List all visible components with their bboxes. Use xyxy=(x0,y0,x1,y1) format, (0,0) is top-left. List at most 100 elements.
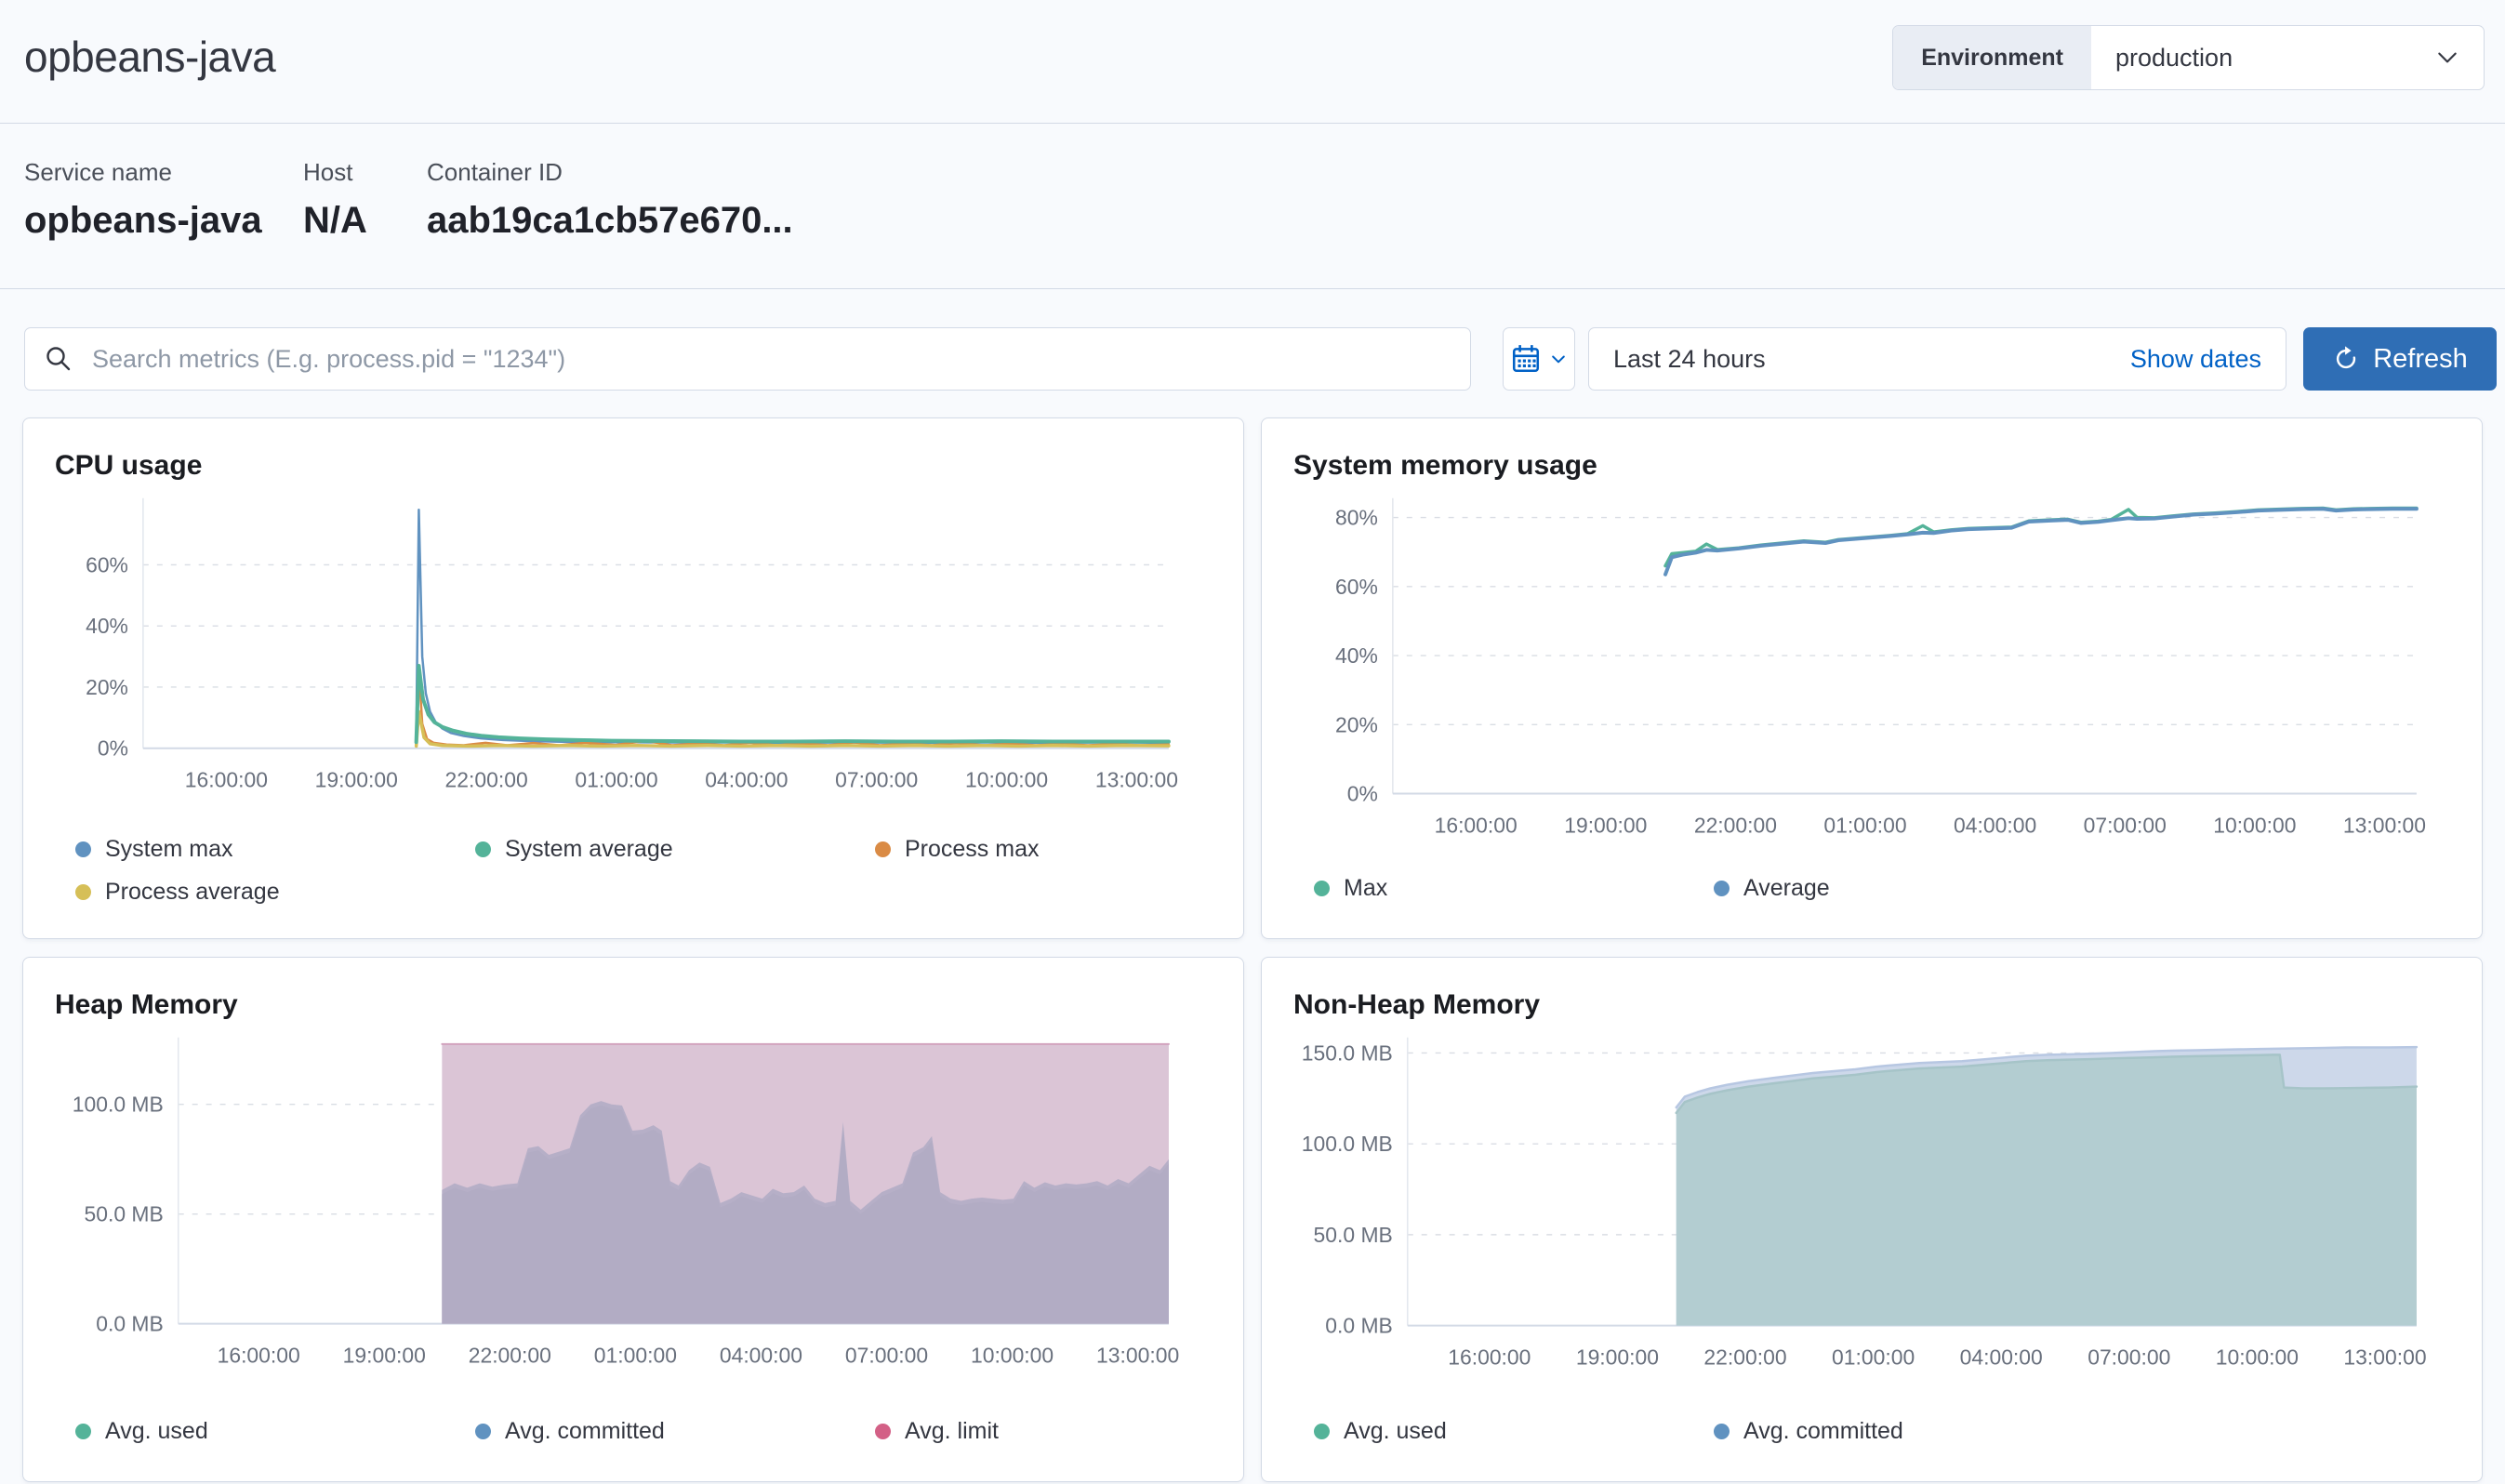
show-dates-link[interactable]: Show dates xyxy=(2129,344,2261,373)
legend-label: Avg. committed xyxy=(505,1417,665,1444)
legend-label: System average xyxy=(505,835,673,862)
system-memory-panel: System memory usage 0% 20% 40% 60% 80% 16:00:… xyxy=(1261,417,2483,939)
x-axis-tick-label: 07:00:00 xyxy=(2084,813,2167,837)
container-id-label: Container ID xyxy=(427,158,563,186)
date-picker-button[interactable] xyxy=(1503,327,1575,391)
legend-item[interactable]: Average xyxy=(1714,867,2114,909)
x-axis-tick-label: 16:00:00 xyxy=(1435,813,1518,837)
x-axis-tick-label: 10:00:00 xyxy=(965,768,1048,792)
y-axis-tick-label: 0% xyxy=(1347,782,1378,806)
x-axis-tick-label: 19:00:00 xyxy=(1576,1345,1659,1369)
metrics-search-box[interactable] xyxy=(24,327,1471,391)
cpu-usage-panel: CPU usage 0% 20% 40% 60% 16:00:00 19:00:00 22:… xyxy=(22,417,1244,939)
environment-selected-value: production xyxy=(2115,43,2233,72)
legend-dot-icon xyxy=(1314,880,1330,896)
x-axis-tick-label: 01:00:00 xyxy=(1823,813,1906,837)
legend-item[interactable]: System max xyxy=(75,828,475,870)
legend-dot-icon xyxy=(1314,1423,1330,1439)
service-name-value: opbeans-java xyxy=(24,200,262,241)
legend-dot-icon xyxy=(475,841,491,857)
x-axis-tick-label: 22:00:00 xyxy=(469,1343,551,1367)
x-axis-tick-label: 04:00:00 xyxy=(1954,813,2036,837)
x-axis-tick-label: 22:00:00 xyxy=(445,768,528,792)
y-axis-tick-label: 100.0 MB xyxy=(1302,1132,1393,1156)
legend-item[interactable]: Avg. committed xyxy=(1714,1410,2114,1452)
y-axis-tick-label: 80% xyxy=(1335,505,1378,529)
line-series xyxy=(414,709,1171,749)
legend-item[interactable]: System average xyxy=(475,828,875,870)
legend-label: System max xyxy=(105,835,233,862)
heap-memory-chart: 0.0 MB 50.0 MB 100.0 MB 16:00:00 19:00:00 22:… xyxy=(73,1037,1179,1367)
host-value: N/A xyxy=(303,200,367,241)
area-series xyxy=(1676,1054,2417,1326)
legend-dot-icon xyxy=(1714,1423,1730,1439)
y-axis-tick-label: 40% xyxy=(86,614,128,638)
x-axis-tick-label: 10:00:00 xyxy=(2213,813,2296,837)
x-axis-tick-label: 19:00:00 xyxy=(315,768,398,792)
legend-label: Avg. used xyxy=(1344,1417,1447,1444)
search-icon xyxy=(46,347,71,371)
legend-dot-icon xyxy=(75,883,91,900)
area-series xyxy=(1676,1047,2417,1326)
non-heap-memory-legend: Avg. used Avg. committed xyxy=(1314,1410,2454,1452)
service-name-info: Service name opbeans-java xyxy=(24,158,262,242)
environment-label: Environment xyxy=(1893,26,2091,89)
area-series xyxy=(442,1043,1169,1324)
y-axis-tick-label: 0% xyxy=(98,736,128,761)
legend-label: Process average xyxy=(105,878,280,905)
system-memory-chart: 0% 20% 40% 60% 80% 16:00:00 19:00:00 22:00:00 01… xyxy=(1335,497,2426,837)
x-axis-tick-label: 19:00:00 xyxy=(1564,813,1647,837)
x-axis-tick-label: 13:00:00 xyxy=(1095,768,1178,792)
container-id-info: Container ID aab19ca1cb57e670... xyxy=(427,158,793,242)
x-axis-tick-label: 16:00:00 xyxy=(185,768,268,792)
page-header: opbeans-java Environment production xyxy=(0,0,2505,124)
x-axis-tick-label: 07:00:00 xyxy=(835,768,918,792)
environment-selector[interactable]: Environment production xyxy=(1892,25,2485,90)
x-axis-tick-label: 16:00:00 xyxy=(1448,1345,1531,1369)
x-axis-tick-label: 01:00:00 xyxy=(575,768,657,792)
chevron-down-icon xyxy=(1552,355,1565,364)
legend-item[interactable]: Process average xyxy=(75,870,475,913)
legend-item[interactable]: Process max xyxy=(875,828,1275,870)
heap-memory-legend: Avg. used Avg. committed Avg. limit xyxy=(75,1410,1215,1452)
legend-item[interactable]: Avg. used xyxy=(1314,1410,1714,1452)
environment-value-dropdown[interactable]: production xyxy=(2091,26,2484,89)
x-axis-tick-label: 10:00:00 xyxy=(971,1343,1054,1367)
search-input[interactable] xyxy=(90,343,1451,375)
area-series xyxy=(442,1101,1169,1324)
host-label: Host xyxy=(303,158,353,186)
heap-memory-title: Heap Memory xyxy=(55,989,238,1020)
line-series xyxy=(1663,506,2419,568)
y-axis-tick-label: 20% xyxy=(1335,712,1378,736)
legend-label: Max xyxy=(1344,874,1388,901)
legend-dot-icon xyxy=(75,841,91,857)
y-axis-tick-label: 0.0 MB xyxy=(96,1312,164,1336)
y-axis-tick-label: 100.0 MB xyxy=(73,1093,164,1117)
x-axis-tick-label: 13:00:00 xyxy=(2343,813,2426,837)
refresh-button[interactable]: Refresh xyxy=(2303,327,2497,391)
x-axis-tick-label: 04:00:00 xyxy=(1960,1345,2043,1369)
non-heap-memory-panel: Non-Heap Memory 0.0 MB 50.0 MB 100.0 MB 150… xyxy=(1261,957,2483,1482)
non-heap-memory-chart: 0.0 MB 50.0 MB 100.0 MB 150.0 MB 16:00:00 19:… xyxy=(1302,1037,2427,1369)
legend-item[interactable]: Avg. limit xyxy=(875,1410,1275,1452)
legend-label: Avg. limit xyxy=(905,1417,999,1444)
y-axis-tick-label: 0.0 MB xyxy=(1325,1314,1393,1338)
x-axis-tick-label: 01:00:00 xyxy=(594,1343,677,1367)
legend-dot-icon xyxy=(475,1423,491,1439)
legend-item[interactable]: Avg. used xyxy=(75,1410,475,1452)
x-axis-tick-label: 07:00:00 xyxy=(2088,1345,2170,1369)
date-range-display[interactable]: Last 24 hours Show dates xyxy=(1588,327,2286,391)
x-axis-tick-label: 16:00:00 xyxy=(218,1343,300,1367)
legend-item[interactable]: Max xyxy=(1314,867,1714,909)
y-axis-tick-label: 40% xyxy=(1335,643,1378,668)
x-axis-tick-label: 04:00:00 xyxy=(705,768,788,792)
container-id-value: aab19ca1cb57e670... xyxy=(427,200,793,241)
legend-item[interactable]: Avg. committed xyxy=(475,1410,875,1452)
calendar-icon xyxy=(1512,345,1540,373)
refresh-icon xyxy=(2337,346,2356,369)
y-axis-tick-label: 50.0 MB xyxy=(84,1202,163,1226)
legend-dot-icon xyxy=(1714,880,1730,896)
service-info-bar: Service name opbeans-java Host N/A Conta… xyxy=(0,125,2505,289)
legend-label: Process max xyxy=(905,835,1040,862)
legend-dot-icon xyxy=(75,1423,91,1439)
